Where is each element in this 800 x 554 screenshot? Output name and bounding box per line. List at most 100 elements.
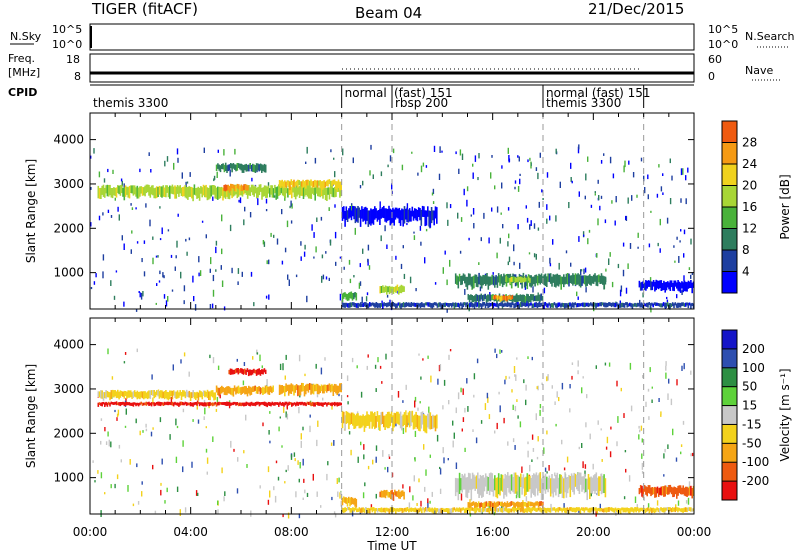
power-scatter-cell (470, 214, 472, 217)
power-echo-cell (664, 282, 666, 293)
power-scatter-cell (316, 217, 318, 222)
velocity-scatter-cell (172, 364, 174, 371)
velocity-scatter-cell (135, 418, 137, 424)
velocity-echo-cell (579, 508, 582, 514)
velocity-scatter-cell (261, 365, 263, 369)
velocity-echo-cell (489, 501, 492, 508)
velocity-echo-cell (208, 391, 210, 400)
velocity-echo-cell (395, 508, 397, 514)
velocity-echo-cell (149, 402, 152, 406)
power-echo-cell (594, 273, 596, 282)
velocity-echo-cell (271, 387, 273, 394)
velocity-echo-cell (250, 401, 253, 406)
power-scatter-cell (508, 155, 510, 162)
colorbar-tick-label: 4 (742, 265, 750, 279)
power-echo-cell (582, 275, 585, 284)
power-echo-cell (346, 210, 349, 222)
power-echo-cell (690, 280, 692, 288)
velocity-echo-cell (503, 501, 506, 507)
power-echo-cell (217, 186, 219, 200)
power-echo-cell (238, 184, 240, 190)
power-scatter-cell (143, 240, 146, 244)
velocity-echo-cell (449, 508, 452, 514)
power-echo-cell (428, 302, 431, 307)
velocity-echo-cell (363, 508, 366, 513)
velocity-echo-cell (215, 402, 218, 407)
power-echo-cell (414, 303, 417, 307)
velocity-echo-cell (655, 487, 657, 498)
power-echo-cell (149, 187, 152, 198)
velocity-scatter-cell (515, 374, 517, 381)
power-echo-cell (269, 188, 271, 198)
velocity-scatter-cell (290, 454, 293, 460)
velocity-echo-cell (295, 384, 298, 391)
power-echo-cell (540, 273, 543, 283)
power-scatter-cell (468, 237, 470, 241)
velocity-echo-cell (375, 416, 377, 428)
velocity-echo-cell (548, 508, 550, 513)
velocity-echo-cell (285, 401, 288, 405)
velocity-echo-cell (612, 507, 614, 512)
velocity-echo-cell (217, 387, 219, 396)
velocity-scatter-cell (316, 439, 318, 447)
power-echo-cell (510, 296, 512, 300)
power-scatter-cell (177, 157, 179, 163)
velocity-echo-cell (353, 507, 355, 512)
power-echo-cell (488, 294, 490, 301)
power-echo-cell (519, 294, 522, 302)
velocity-scatter-cell (375, 388, 377, 392)
velocity-scatter-cell (629, 362, 632, 370)
power-scatter-cell (268, 259, 270, 265)
power-echo-cell (487, 276, 490, 290)
power-echo-cell (301, 184, 303, 196)
power-echo-cell (415, 208, 417, 221)
velocity-echo-cell (284, 385, 286, 397)
power-echo-cell (466, 276, 469, 290)
velocity-scatter-cell (127, 485, 129, 492)
velocity-echo-cell (115, 391, 118, 399)
power-echo-cell (139, 186, 141, 197)
power-echo-cell (243, 184, 245, 190)
power-scatter-cell (609, 156, 612, 164)
velocity-echo-cell (185, 389, 188, 397)
velocity-echo-cell (254, 385, 256, 391)
power-echo-cell (589, 274, 591, 285)
velocity-scatter-cell (460, 493, 463, 501)
velocity-echo-cell (658, 508, 661, 513)
velocity-echo-cell (578, 507, 580, 511)
power-echo-cell (618, 303, 621, 308)
colorbar-segment (722, 164, 737, 186)
velocity-echo-cell (227, 401, 229, 406)
velocity-echo-cell (341, 507, 344, 513)
power-echo-cell (475, 293, 477, 303)
power-scatter-cell (546, 204, 548, 210)
velocity-echo-cell (421, 508, 423, 514)
power-echo-cell (584, 302, 587, 307)
velocity-scatter-cell (670, 398, 673, 406)
velocity-scatter-cell (340, 500, 342, 507)
velocity-echo-cell (145, 392, 148, 399)
velocity-echo-cell (395, 411, 398, 424)
velocity-echo-cell (378, 508, 380, 512)
velocity-echo-cell (380, 412, 382, 425)
power-echo-cell (304, 186, 306, 197)
power-scatter-cell (457, 212, 459, 219)
power-echo-cell (467, 303, 470, 307)
velocity-echo-cell (263, 387, 265, 394)
velocity-echo-cell (233, 369, 236, 375)
power-echo-cell (535, 274, 538, 284)
power-echo-cell (353, 292, 355, 300)
velocity-echo-cell (256, 401, 258, 406)
velocity-scatter-cell (563, 503, 565, 509)
power-echo-cell (386, 209, 389, 221)
velocity-echo-cell (371, 507, 374, 513)
power-scatter-cell (488, 237, 490, 244)
power-echo-cell (519, 302, 522, 307)
power-scatter-cell (558, 262, 560, 270)
power-echo-cell (669, 280, 672, 291)
nsky-tick-bottom: 10^0 (52, 38, 82, 51)
power-scatter-cell (90, 287, 93, 290)
velocity-echo-cell (100, 390, 102, 399)
power-scatter-cell (519, 262, 521, 269)
velocity-scatter-cell (183, 352, 186, 357)
